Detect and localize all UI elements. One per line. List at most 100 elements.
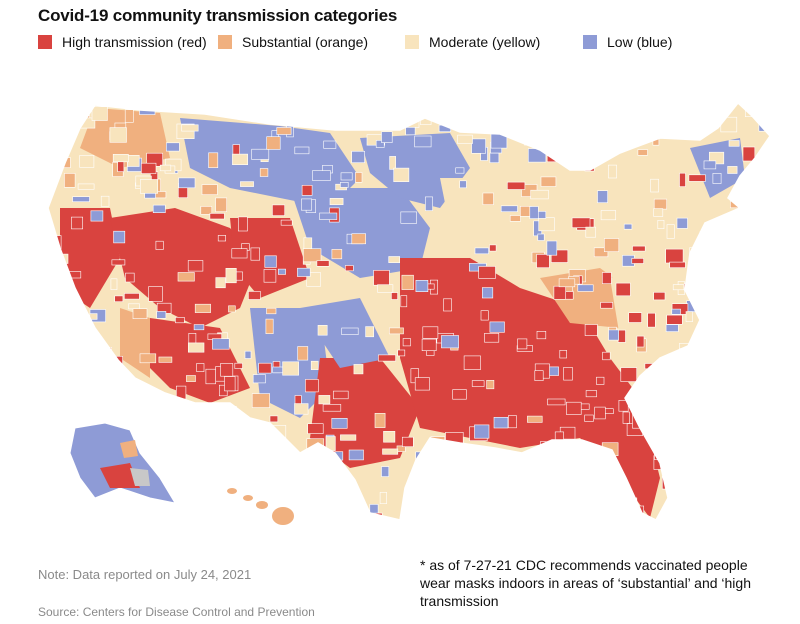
county: [607, 509, 622, 520]
county: [426, 511, 437, 518]
contiguous-us: [48, 103, 770, 534]
county: [217, 235, 226, 242]
county: [389, 327, 404, 335]
county: [443, 298, 452, 312]
county: [312, 170, 331, 181]
county: [212, 415, 226, 431]
county: [712, 173, 722, 184]
county: [538, 217, 555, 232]
county: [111, 259, 126, 266]
county: [109, 127, 127, 143]
county: [634, 126, 650, 134]
county: [754, 364, 764, 373]
county: [529, 118, 545, 129]
county: [113, 230, 126, 244]
county: [319, 212, 338, 220]
region-montana-dakotas: [180, 118, 360, 208]
county: [281, 461, 292, 469]
county: [713, 320, 721, 334]
county: [529, 206, 539, 219]
county: [709, 315, 726, 324]
map-svg: [47, 101, 771, 534]
county: [653, 208, 664, 217]
county: [537, 233, 545, 241]
county: [178, 177, 196, 189]
county: [374, 412, 386, 428]
county: [421, 338, 437, 352]
county: [489, 244, 497, 252]
county: [64, 521, 70, 534]
county: [377, 354, 396, 362]
county: [540, 176, 557, 187]
county: [474, 247, 489, 255]
county: [232, 153, 248, 165]
county: [307, 423, 324, 434]
county: [412, 504, 421, 514]
county: [500, 205, 518, 213]
county: [187, 260, 204, 272]
county: [141, 162, 157, 174]
county: [754, 104, 763, 117]
county: [750, 336, 761, 351]
county: [316, 260, 330, 267]
county: [139, 353, 157, 364]
county: [687, 277, 701, 290]
county: [224, 376, 236, 392]
county: [571, 217, 591, 228]
county: [165, 480, 179, 491]
county: [244, 515, 254, 520]
county: [263, 269, 277, 283]
county: [670, 497, 680, 512]
county: [382, 448, 399, 455]
county: [389, 156, 397, 170]
county: [666, 314, 683, 325]
county: [124, 109, 134, 123]
county: [559, 349, 567, 359]
county: [730, 439, 743, 447]
county: [653, 198, 668, 210]
county: [71, 216, 84, 230]
county: [74, 335, 83, 348]
county: [294, 146, 310, 155]
county: [758, 117, 770, 132]
county: [668, 441, 677, 448]
county: [728, 140, 740, 147]
county: [689, 412, 701, 428]
county: [448, 112, 460, 122]
county: [148, 286, 163, 302]
county: [166, 142, 180, 152]
county: [442, 475, 453, 486]
county: [679, 343, 693, 349]
county: [593, 247, 609, 258]
county: [527, 148, 547, 163]
county: [676, 217, 688, 229]
county: [628, 312, 642, 323]
county: [176, 468, 188, 481]
county: [732, 241, 748, 253]
source-note: Source: Centers for Disease Control and …: [38, 605, 315, 619]
county: [194, 303, 211, 313]
county: [310, 360, 319, 371]
county: [231, 248, 248, 259]
county: [488, 522, 500, 529]
county: [617, 329, 626, 343]
county: [181, 460, 197, 468]
county: [264, 255, 277, 268]
county: [305, 379, 319, 393]
data-note: Note: Data reported on July 24, 2021: [38, 567, 252, 582]
county: [693, 341, 702, 349]
region-great-lakes: [440, 178, 560, 258]
county: [608, 164, 617, 179]
county: [558, 278, 576, 288]
county: [669, 510, 678, 520]
county: [712, 505, 728, 513]
county: [742, 146, 756, 162]
county: [489, 321, 505, 333]
county: [620, 109, 637, 120]
county: [530, 189, 549, 200]
county: [230, 430, 241, 443]
county: [715, 291, 733, 302]
county: [637, 149, 648, 156]
county: [415, 280, 429, 293]
county: [631, 258, 644, 264]
